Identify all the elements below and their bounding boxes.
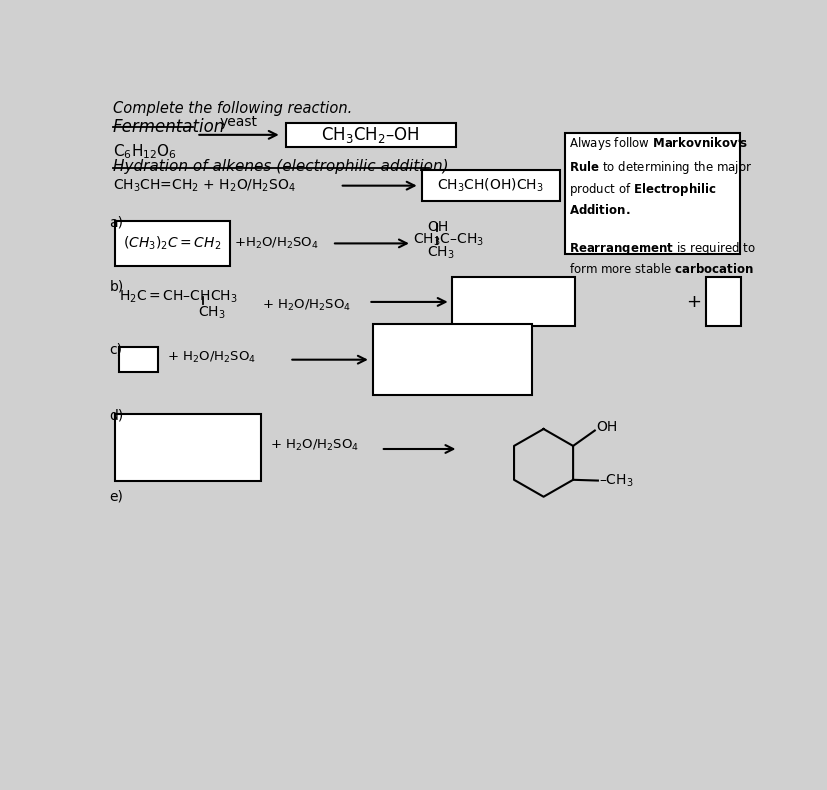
Bar bbox=[566, 133, 739, 254]
Text: +: + bbox=[686, 293, 701, 311]
Bar bbox=[115, 221, 230, 265]
Text: e): e) bbox=[109, 489, 123, 503]
Text: yeast: yeast bbox=[220, 115, 258, 130]
Text: Hydration of alkenes (electrophilic addition): Hydration of alkenes (electrophilic addi… bbox=[112, 159, 448, 174]
Bar bbox=[373, 324, 532, 395]
Bar bbox=[119, 347, 158, 372]
Text: $(CH_3)_2C=CH_2$: $(CH_3)_2C=CH_2$ bbox=[123, 235, 222, 252]
Text: H$_2$C$=$CH–CHCH$_3$: H$_2$C$=$CH–CHCH$_3$ bbox=[119, 289, 237, 305]
Bar bbox=[285, 122, 456, 147]
Text: CH$_3$CH(OH)CH$_3$: CH$_3$CH(OH)CH$_3$ bbox=[437, 177, 543, 194]
Text: Always follow $\mathbf{Markovnikov's}$
$\mathbf{Rule}$ to determining the major
: Always follow $\mathbf{Markovnikov's}$ $… bbox=[569, 136, 756, 276]
Text: Fermentation: Fermentation bbox=[112, 118, 225, 136]
Text: Complete the following reaction.: Complete the following reaction. bbox=[112, 101, 352, 116]
Text: CH$_3$CH$_2$–OH: CH$_3$CH$_2$–OH bbox=[322, 125, 420, 145]
Bar bbox=[452, 277, 575, 325]
Text: d): d) bbox=[109, 409, 124, 423]
Text: CH$_3$C–CH$_3$: CH$_3$C–CH$_3$ bbox=[414, 231, 485, 248]
Text: + H$_2$O/H$_2$SO$_4$: + H$_2$O/H$_2$SO$_4$ bbox=[167, 350, 256, 365]
Text: CH$_3$: CH$_3$ bbox=[198, 305, 226, 322]
Text: OH: OH bbox=[596, 420, 618, 435]
Text: a): a) bbox=[109, 216, 123, 230]
Bar bbox=[115, 414, 261, 481]
Text: b): b) bbox=[109, 280, 124, 294]
Text: OH: OH bbox=[428, 220, 448, 235]
Text: + H$_2$O/H$_2$SO$_4$: + H$_2$O/H$_2$SO$_4$ bbox=[262, 298, 351, 313]
Text: CH$_3$: CH$_3$ bbox=[428, 245, 455, 261]
Text: + H$_2$O/H$_2$SO$_4$: + H$_2$O/H$_2$SO$_4$ bbox=[270, 438, 359, 453]
Text: c): c) bbox=[109, 343, 122, 357]
Text: +H$_2$O/H$_2$SO$_4$: +H$_2$O/H$_2$SO$_4$ bbox=[233, 236, 318, 251]
Text: –CH$_3$: –CH$_3$ bbox=[600, 472, 634, 489]
Text: C$_6$H$_{12}$O$_6$: C$_6$H$_{12}$O$_6$ bbox=[112, 142, 177, 161]
Bar bbox=[706, 277, 741, 325]
Bar bbox=[422, 171, 560, 201]
Text: CH$_3$CH=CH$_2$ + H$_2$O/H$_2$SO$_4$: CH$_3$CH=CH$_2$ + H$_2$O/H$_2$SO$_4$ bbox=[112, 177, 295, 194]
